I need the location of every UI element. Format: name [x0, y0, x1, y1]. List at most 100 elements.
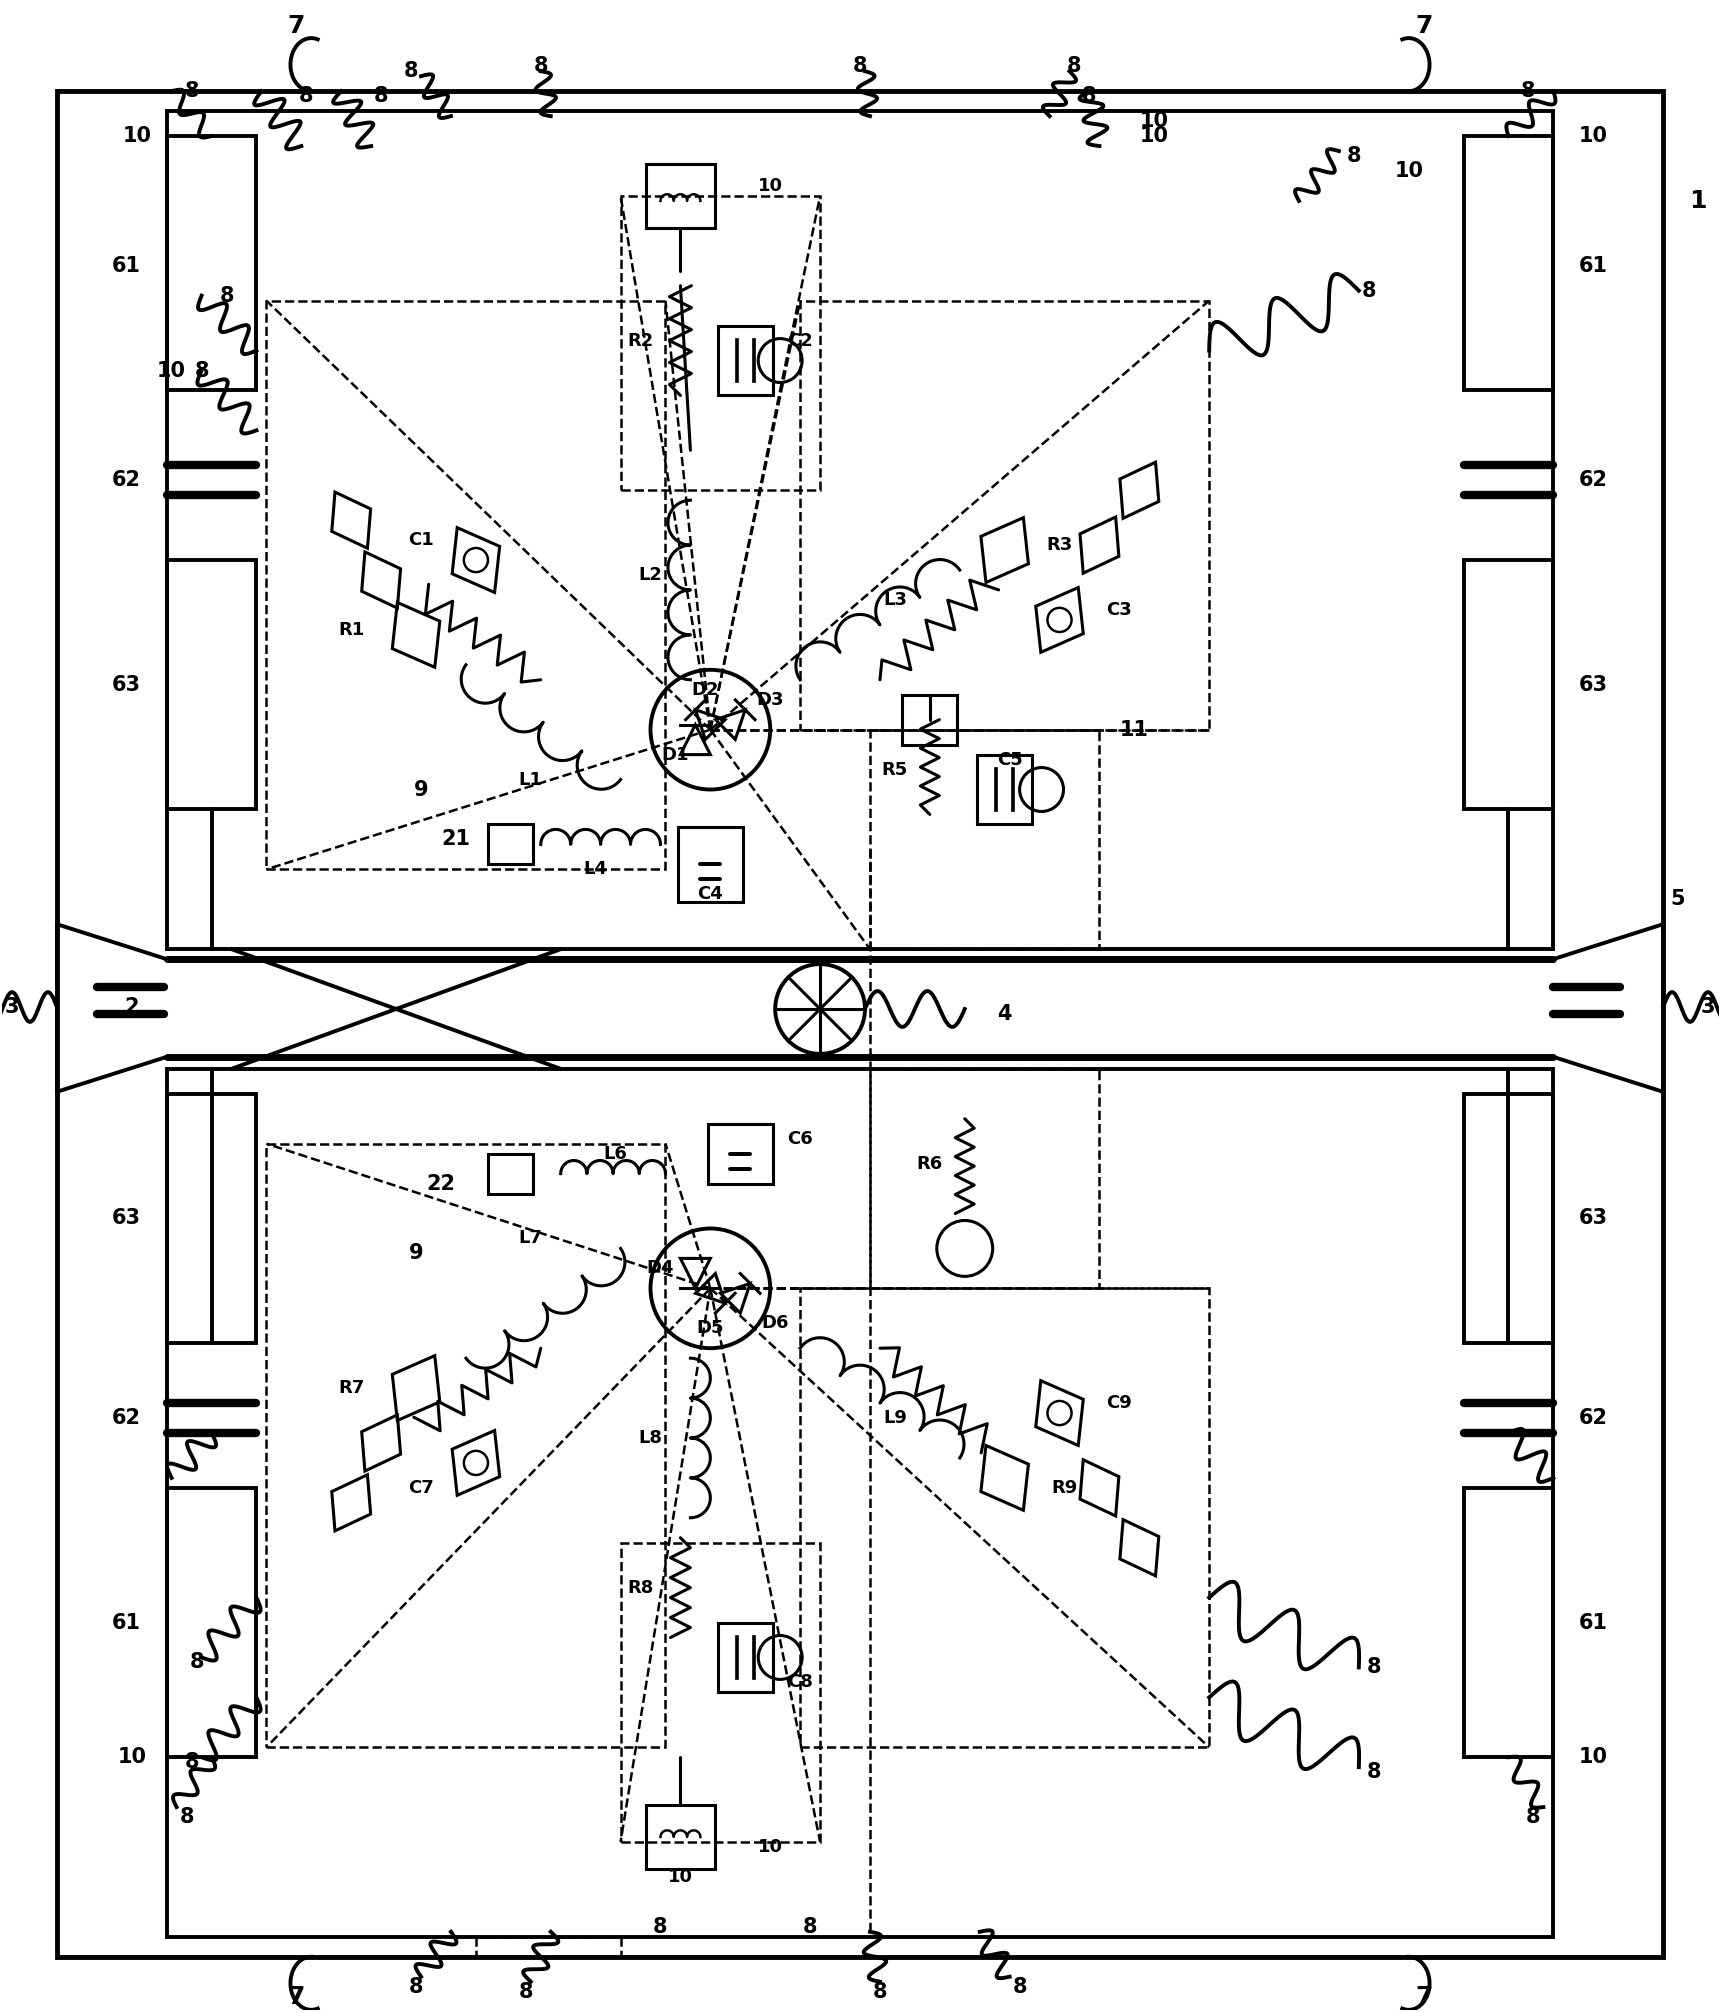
Text: D5: D5	[697, 1319, 725, 1337]
Bar	[1463, 560, 1554, 809]
Text: R2: R2	[628, 332, 654, 350]
Text: L6: L6	[604, 1145, 628, 1164]
Text: R8: R8	[628, 1578, 654, 1596]
Text: 10: 10	[1139, 111, 1169, 131]
Text: C4: C4	[697, 886, 723, 904]
Text: 8: 8	[219, 286, 234, 306]
Text: 8: 8	[804, 1916, 817, 1937]
Text: 10: 10	[117, 1747, 146, 1767]
Text: D3: D3	[757, 690, 785, 709]
Text: 8: 8	[654, 1916, 668, 1937]
Bar	[489, 825, 534, 864]
Text: 8: 8	[1366, 1657, 1380, 1677]
Bar	[678, 827, 743, 902]
Text: C1: C1	[408, 531, 434, 550]
Text: 8: 8	[1083, 87, 1096, 107]
Text: R9: R9	[1052, 1480, 1077, 1498]
Text: 9: 9	[413, 779, 429, 799]
Bar	[621, 1542, 821, 1842]
Bar	[800, 300, 1210, 729]
Text: 8: 8	[184, 81, 200, 101]
Text: 10: 10	[1139, 127, 1169, 147]
Text: 8: 8	[1527, 1808, 1540, 1828]
Text: 8: 8	[852, 56, 867, 76]
Text: 8: 8	[194, 360, 208, 380]
Text: L4: L4	[583, 860, 608, 878]
Text: 8: 8	[1067, 56, 1083, 76]
Text: 11: 11	[1120, 721, 1150, 739]
Bar	[167, 560, 256, 809]
Text: 61: 61	[112, 256, 141, 276]
Text: 62: 62	[112, 1407, 141, 1427]
Bar	[489, 1153, 534, 1194]
Text: 8: 8	[373, 87, 389, 107]
Bar	[267, 1143, 666, 1747]
Text: 8: 8	[1521, 81, 1535, 101]
Text: 61: 61	[1578, 256, 1607, 276]
Text: 10: 10	[157, 360, 186, 380]
Text: R7: R7	[337, 1379, 365, 1397]
Text: 61: 61	[112, 1612, 141, 1633]
Bar	[267, 300, 666, 870]
Text: 62: 62	[112, 471, 141, 491]
Text: C6: C6	[786, 1129, 812, 1147]
Text: D6: D6	[761, 1314, 788, 1333]
Text: 8: 8	[404, 60, 418, 81]
Bar	[1463, 1488, 1554, 1757]
Text: R5: R5	[881, 761, 909, 779]
Text: 7: 7	[1415, 1985, 1432, 2009]
Text: C7: C7	[408, 1480, 434, 1498]
Text: L8: L8	[638, 1429, 663, 1447]
Text: D4: D4	[647, 1260, 675, 1278]
Text: R3: R3	[1046, 535, 1072, 554]
Text: L1: L1	[518, 771, 542, 789]
Text: 62: 62	[1578, 471, 1607, 491]
Bar	[645, 163, 716, 227]
Text: 3: 3	[1700, 996, 1716, 1017]
Bar	[167, 137, 256, 391]
Text: L3: L3	[883, 592, 907, 610]
Text: 7: 7	[287, 14, 305, 38]
Bar	[902, 694, 957, 745]
Text: 9: 9	[410, 1244, 423, 1264]
Text: R6: R6	[917, 1155, 943, 1174]
Text: R1: R1	[337, 620, 365, 638]
Text: 63: 63	[112, 1208, 141, 1228]
Bar	[800, 1288, 1210, 1747]
Bar	[707, 1123, 773, 1184]
Text: 10: 10	[757, 177, 783, 195]
Text: C8: C8	[786, 1673, 812, 1691]
Text: 8: 8	[189, 1653, 203, 1673]
Text: C9: C9	[1107, 1395, 1132, 1411]
Text: 10: 10	[1394, 161, 1423, 181]
Bar	[645, 1804, 716, 1870]
Text: 62: 62	[1578, 1407, 1607, 1427]
Text: 61: 61	[1578, 1612, 1607, 1633]
Text: D1: D1	[661, 745, 688, 763]
Bar	[167, 111, 1554, 950]
Text: 7: 7	[1415, 14, 1432, 38]
Bar	[871, 729, 1100, 950]
Text: 10: 10	[122, 127, 151, 147]
Bar	[1463, 1093, 1554, 1343]
Bar	[621, 195, 821, 491]
Text: 10: 10	[757, 1838, 783, 1856]
Text: 10: 10	[1578, 1747, 1607, 1767]
Text: 4: 4	[998, 1004, 1012, 1025]
Text: 8: 8	[184, 1751, 200, 1771]
Text: C2: C2	[786, 332, 812, 350]
Text: 63: 63	[1578, 1208, 1607, 1228]
Text: 8: 8	[179, 1808, 194, 1828]
Text: 22: 22	[427, 1174, 456, 1194]
Text: 8: 8	[299, 87, 313, 107]
Text: 63: 63	[112, 674, 141, 694]
Text: 1: 1	[1690, 189, 1707, 213]
Text: C5: C5	[996, 751, 1022, 769]
Text: L7: L7	[518, 1230, 542, 1248]
Text: 8: 8	[1012, 1977, 1027, 1997]
Text: 2: 2	[124, 996, 139, 1017]
Text: 8: 8	[873, 1981, 888, 2001]
Text: 8: 8	[1361, 280, 1377, 300]
Bar	[978, 755, 1033, 825]
Text: C3: C3	[1107, 602, 1132, 618]
